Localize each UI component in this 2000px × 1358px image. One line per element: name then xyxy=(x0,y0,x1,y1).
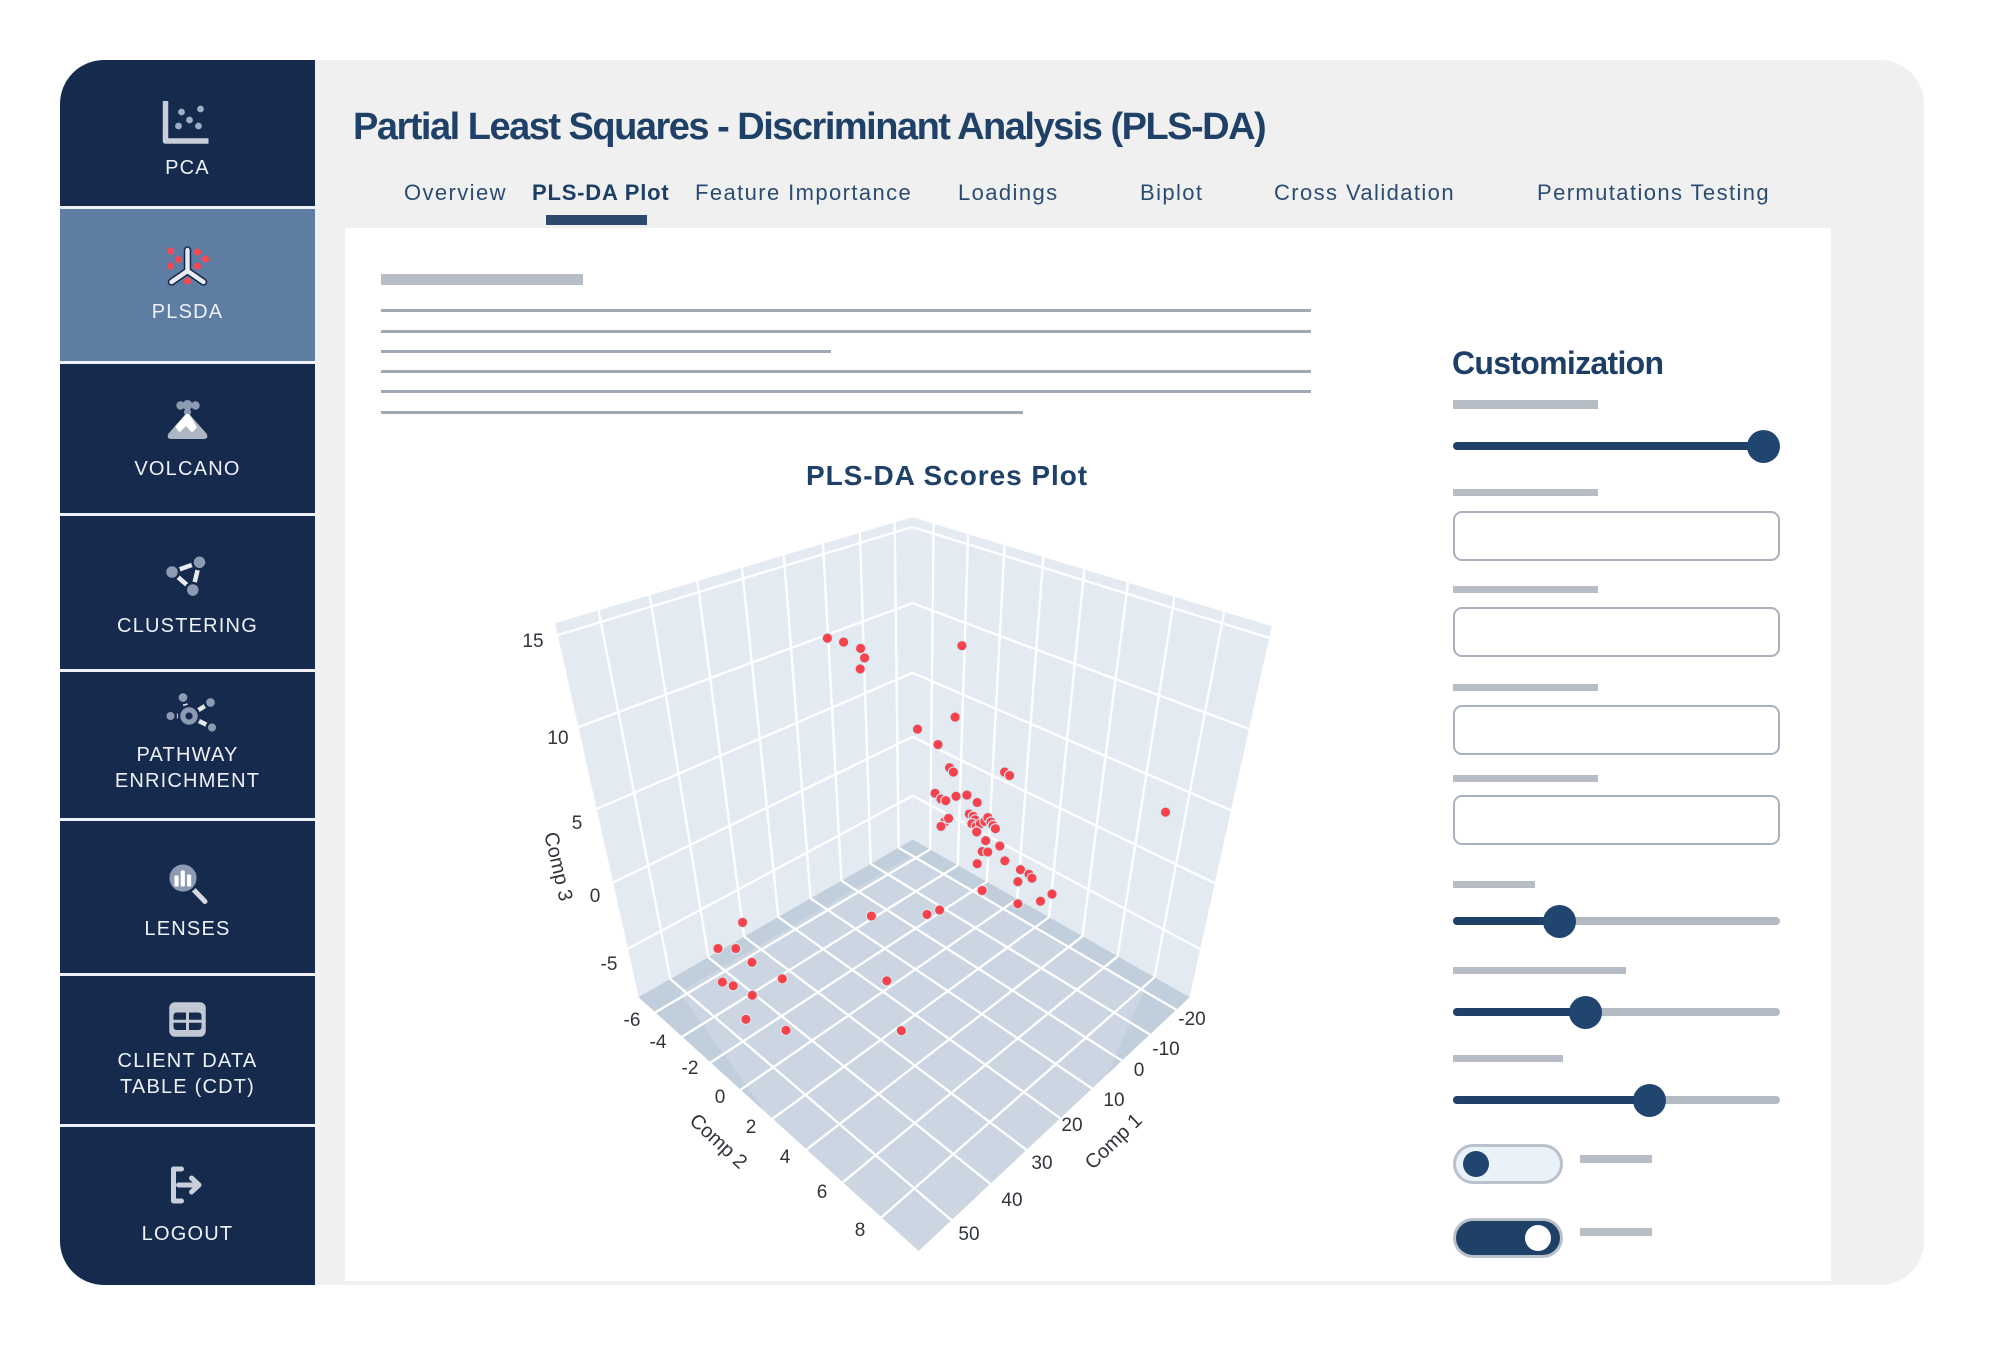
svg-text:-5: -5 xyxy=(601,954,618,975)
svg-text:30: 30 xyxy=(1031,1153,1052,1174)
svg-text:2: 2 xyxy=(746,1117,757,1138)
svg-text:-20: -20 xyxy=(1178,1009,1205,1030)
svg-text:4: 4 xyxy=(780,1147,791,1168)
svg-text:Comp 1: Comp 1 xyxy=(1081,1109,1147,1173)
svg-text:40: 40 xyxy=(1001,1190,1022,1211)
svg-text:15: 15 xyxy=(522,631,543,652)
svg-text:0: 0 xyxy=(715,1087,726,1108)
svg-text:0: 0 xyxy=(590,886,601,907)
svg-text:-4: -4 xyxy=(650,1032,667,1053)
svg-text:5: 5 xyxy=(572,813,583,834)
svg-text:Comp 2: Comp 2 xyxy=(685,1110,751,1174)
svg-text:-10: -10 xyxy=(1152,1039,1179,1060)
svg-text:-2: -2 xyxy=(682,1058,699,1079)
svg-text:0: 0 xyxy=(1134,1060,1145,1081)
svg-text:50: 50 xyxy=(958,1224,979,1245)
svg-text:6: 6 xyxy=(817,1182,828,1203)
svg-text:8: 8 xyxy=(855,1220,866,1241)
svg-text:Comp 3: Comp 3 xyxy=(539,830,576,903)
svg-text:-6: -6 xyxy=(624,1010,641,1031)
svg-text:10: 10 xyxy=(1103,1090,1124,1111)
svg-text:20: 20 xyxy=(1061,1115,1082,1136)
svg-text:10: 10 xyxy=(547,728,568,749)
